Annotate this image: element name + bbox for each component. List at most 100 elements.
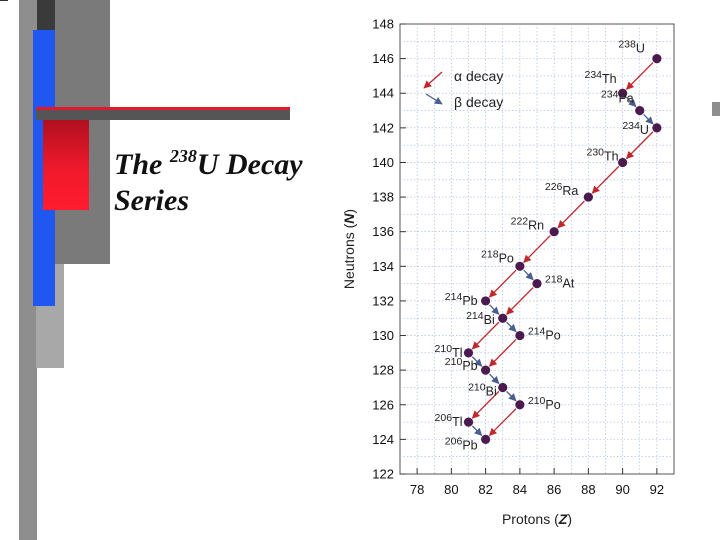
- nuclide-mass: 222: [511, 216, 529, 228]
- nuclide-symbol: U: [636, 42, 645, 56]
- alpha-decay-arrow: [625, 62, 654, 90]
- deco-corner-mark: [0, 0, 8, 9]
- nuclide-symbol: Ra: [562, 184, 578, 198]
- nuclide-label-at218: 218At: [545, 274, 575, 291]
- alpha-decay-arrow: [557, 200, 585, 229]
- nuclide-point-th234: [618, 88, 628, 98]
- nuclide-label-pa234: 234Pa: [601, 89, 634, 106]
- nuclide-point-pb210: [481, 365, 491, 375]
- y-tick-label: 144: [372, 86, 394, 101]
- nuclide-point-rn222: [549, 227, 559, 237]
- alpha-decay-arrow: [471, 321, 500, 350]
- nuclide-mass: 238: [618, 39, 636, 51]
- alpha-decay-arrow: [625, 131, 654, 160]
- alpha-decay-arrow: [471, 390, 500, 419]
- nuclide-symbol: Po: [545, 398, 560, 412]
- x-tick-labels: 78 80 82 84 86 88 90 92: [410, 468, 664, 497]
- y-axis-label: Neutrons (N): [341, 209, 357, 289]
- decay-arrows: [471, 62, 654, 437]
- nuclide-symbol: Rn: [528, 219, 544, 233]
- deco-rule-red: [36, 107, 290, 110]
- nuclide-mass: 234: [601, 89, 619, 101]
- y-tick-label: 134: [372, 259, 394, 274]
- y-axis-var: N: [341, 213, 357, 224]
- slide-title-line2: Series: [114, 184, 189, 217]
- y-tick-label: 138: [372, 190, 394, 205]
- beta-decay-arrow: [489, 373, 500, 385]
- nuclide-symbol: U: [640, 123, 649, 137]
- nuclide-symbol: Pa: [618, 92, 633, 106]
- x-tick-label: 78: [410, 482, 424, 497]
- nuclide-symbol: Po: [545, 329, 560, 343]
- nuclide-point-th230: [618, 157, 628, 168]
- nuclide-label-tl210: 210Tl: [435, 343, 463, 360]
- beta-decay-arrow: [506, 321, 517, 333]
- x-axis-var: Z: [558, 511, 568, 527]
- nuclide-symbol: Bi: [486, 384, 497, 398]
- alpha-decay-arrow: [506, 287, 534, 315]
- nuclide-points: [463, 54, 662, 444]
- nuclide-point-po218: [515, 261, 525, 271]
- y-tick-label: 130: [372, 328, 394, 343]
- deco-bar-dark-top: [33, 0, 55, 30]
- nuclide-mass: 230: [587, 146, 605, 158]
- nuclide-label-th230: 230Th: [587, 146, 619, 163]
- beta-decay-arrow: [643, 113, 654, 125]
- nuclide-mass: 210: [468, 381, 486, 393]
- deco-right-nub: [712, 102, 720, 116]
- decay-series-chart: 122 124 126 128 130 132 134 136 138 140 142 144 146 1…: [341, 17, 675, 527]
- nuclide-label-u238: 238U: [618, 39, 645, 56]
- x-tick-label: 90: [615, 482, 629, 497]
- nuclide-point-pa234: [635, 105, 645, 116]
- beta-decay-arrow: [489, 304, 500, 315]
- y-tick-label: 140: [372, 155, 394, 170]
- nuclide-label-po218: 218Po: [481, 248, 514, 265]
- x-tick-label: 80: [444, 482, 458, 497]
- beta-decay-arrow: [506, 390, 517, 402]
- nuclide-point-pb206: [481, 434, 491, 444]
- slide-title-element: U Decay: [196, 148, 303, 181]
- x-tick-label: 86: [547, 482, 561, 497]
- x-tick-label: 92: [650, 482, 664, 497]
- nuclide-point-po214: [515, 330, 525, 341]
- nuclide-point-ra226: [583, 192, 593, 202]
- nuclide-point-u234: [652, 123, 662, 133]
- legend-alpha-label: α decay: [454, 68, 503, 84]
- nuclide-symbol: Th: [604, 149, 619, 163]
- alpha-decay-arrow: [591, 165, 620, 194]
- y-tick-labels: 122 124 126 128 130 132 134 136 138 140 142 144 146 1…: [372, 17, 406, 482]
- y-tick-label: 148: [372, 17, 394, 32]
- slide-title: The 238U Decay Series: [114, 138, 303, 219]
- alpha-decay-arrow: [488, 408, 517, 437]
- y-tick-label: 136: [372, 224, 394, 239]
- x-tick-label: 88: [581, 482, 595, 497]
- nuclide-mass: 210: [445, 356, 463, 368]
- nuclide-symbol: At: [563, 277, 575, 291]
- nuclide-mass: 218: [481, 248, 499, 260]
- slide-title-prefix: The: [114, 148, 170, 181]
- nuclide-label-pb214: 214Pb: [445, 291, 478, 308]
- deco-bar-gray-long: [19, 0, 37, 540]
- x-tick-label: 84: [513, 482, 527, 497]
- legend-beta-label: β decay: [454, 94, 503, 110]
- legend-alpha-arrow: [423, 71, 443, 89]
- y-tick-label: 124: [372, 432, 394, 447]
- y-tick-label: 142: [372, 120, 394, 135]
- nuclide-mass: 214: [445, 291, 463, 303]
- nuclide-mass: 206: [445, 435, 463, 447]
- y-tick-label: 146: [372, 51, 394, 66]
- alpha-decay-arrow: [523, 235, 551, 263]
- nuclide-labels: 238U234Th234Pa234U230Th226Ra222Rn218Po21…: [435, 39, 649, 453]
- beta-decay-arrow: [471, 425, 483, 437]
- nuclide-mass: 226: [545, 181, 563, 193]
- nuclide-symbol: Pb: [462, 438, 477, 452]
- nuclide-symbol: Bi: [484, 313, 495, 327]
- alpha-decay-arrow: [488, 338, 517, 367]
- nuclide-mass: 214: [528, 326, 546, 338]
- nuclide-label-u234: 234U: [622, 120, 649, 137]
- nuclide-label-po210: 210Po: [528, 395, 561, 412]
- x-axis-label: Protons (Z): [502, 511, 572, 527]
- nuclide-point-po210: [515, 400, 525, 410]
- nuclide-label-bi214: 214Bi: [466, 310, 495, 327]
- nuclide-mass: 210: [528, 395, 546, 407]
